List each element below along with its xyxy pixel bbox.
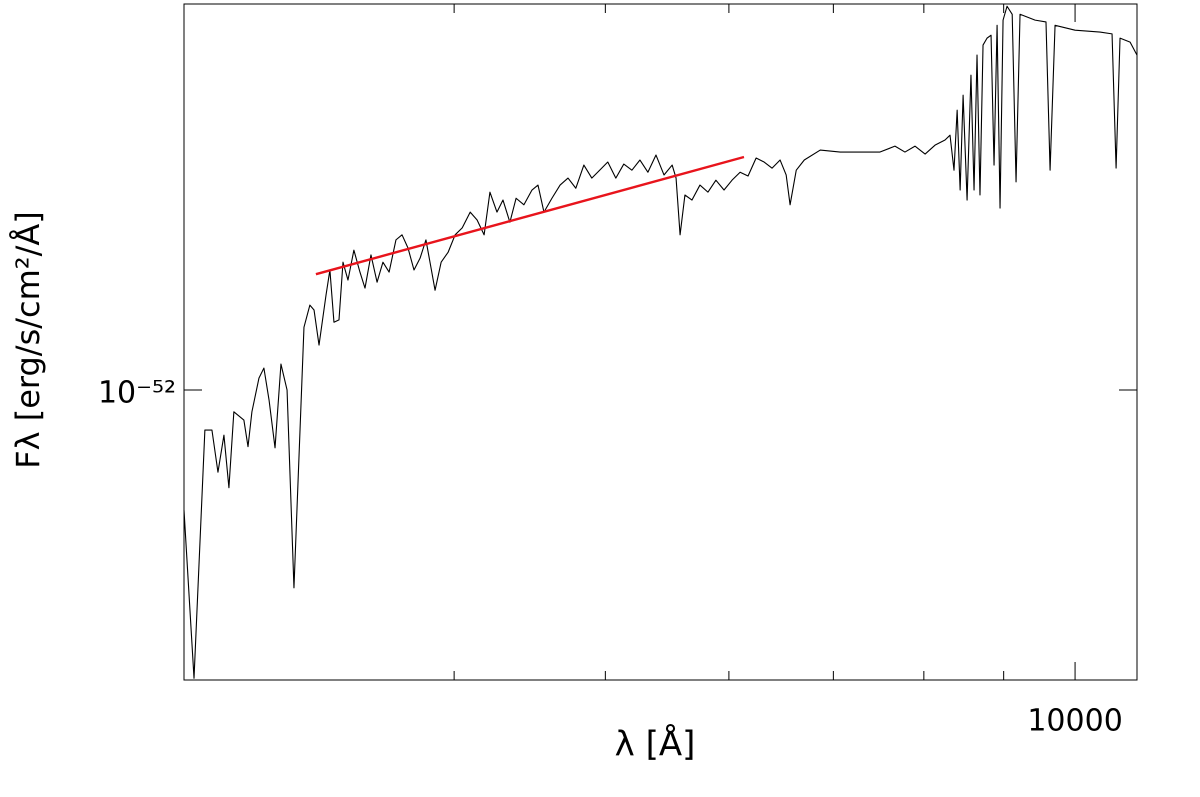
spectrum-line — [183, 5, 1138, 679]
fit-line — [315, 155, 745, 276]
y-axis-label: Fλ [erg/s/cm²/Å] — [9, 211, 47, 469]
x-axis-label: λ [Å] — [615, 724, 696, 765]
x-tick-label: 10000 — [1027, 704, 1122, 739]
plot-frame — [183, 3, 1138, 681]
y-tick-label: 10⁻⁵² — [98, 376, 176, 411]
